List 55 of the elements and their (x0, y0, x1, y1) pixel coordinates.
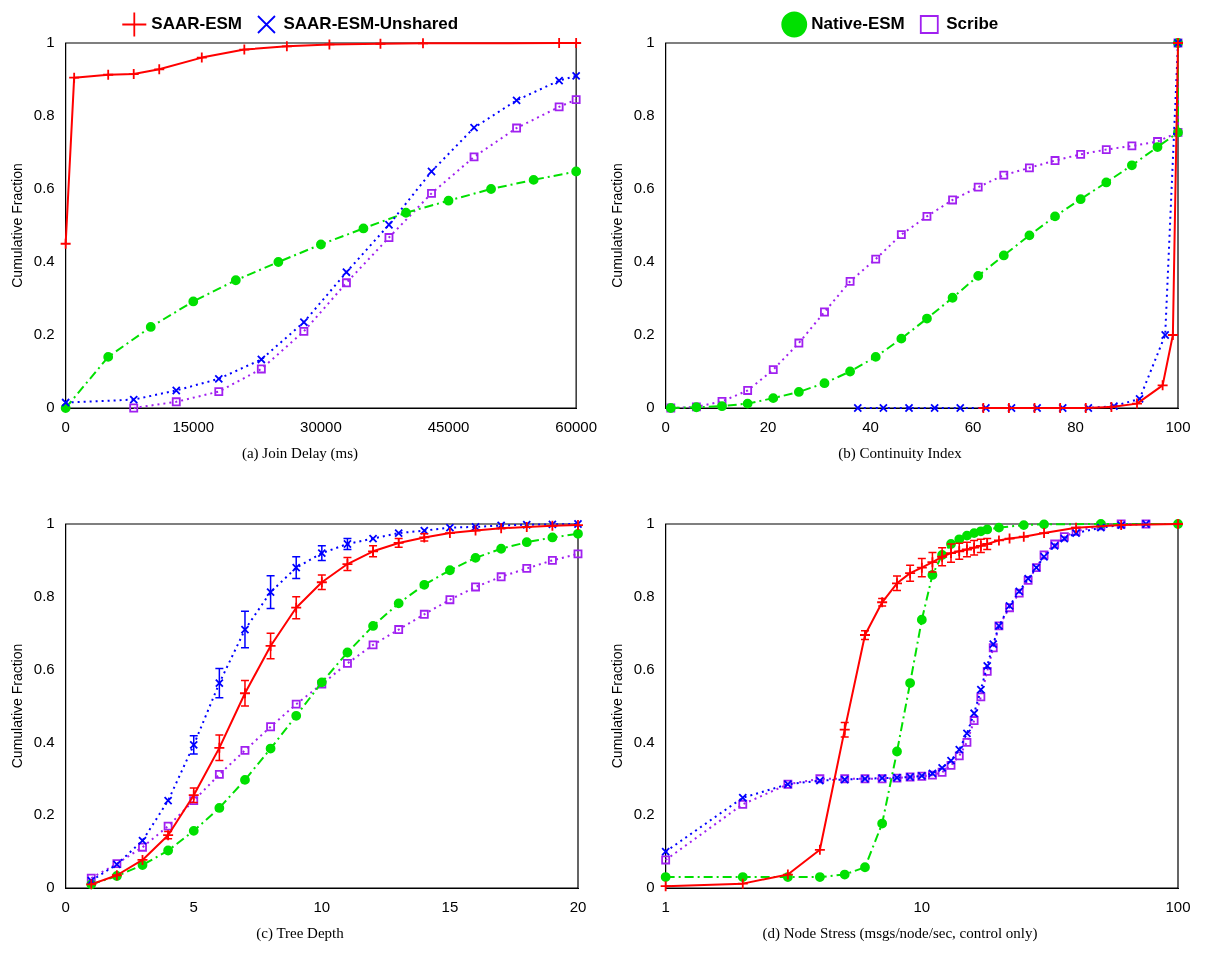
y-tick-label: 1 (646, 33, 655, 51)
x-tick-label: 60 (964, 418, 982, 436)
y-tick-label: 0.8 (633, 586, 655, 604)
legend-label: SAAR-ESM-Unshared (283, 14, 459, 34)
x-tick-label: 40 (862, 418, 879, 436)
y-tick-label: 0.2 (33, 325, 55, 343)
y-tick-label: 0.8 (33, 106, 55, 124)
x-tick-label: 10 (313, 898, 331, 916)
y-axis-title: Cumulative Fraction (609, 643, 626, 769)
x-tick-label: 20 (569, 898, 587, 916)
y-tick-label: 0 (46, 878, 55, 896)
y-tick-label: 0.2 (633, 805, 655, 823)
y-tick-label: 0.8 (633, 106, 655, 124)
x-axis-title: (c) Tree Depth (255, 925, 345, 942)
y-tick-label: 0.4 (33, 252, 55, 270)
x-axis-title: (b) Continuity Index (837, 445, 963, 462)
y-axis-title: Cumulative Fraction (609, 163, 626, 288)
x-tick-label: 20 (759, 418, 777, 436)
x-tick-label: 100 (1165, 898, 1191, 916)
x-tick-label: 100 (1165, 418, 1191, 436)
legend-label: SAAR-ESM (151, 14, 242, 34)
y-tick-label: 0.6 (633, 179, 655, 197)
x-tick-label: 5 (189, 898, 198, 916)
y-tick-label: 0.4 (33, 732, 55, 750)
x-tick-label: 10 (913, 898, 931, 916)
y-tick-label: 0 (646, 878, 655, 896)
y-tick-label: 0.6 (33, 659, 55, 677)
x-tick-label: 0 (61, 418, 70, 436)
y-tick-label: 1 (46, 33, 55, 51)
x-axis-title: (d) Node Stress (msgs/node/sec, control only) (761, 925, 1039, 942)
y-tick-label: 0.2 (33, 805, 55, 823)
y-tick-label: 0 (46, 398, 55, 416)
x-tick-label: 1 (661, 898, 670, 916)
x-tick-label: 45000 (427, 418, 470, 436)
y-tick-label: 0.4 (633, 252, 655, 270)
y-tick-label: 0.2 (633, 325, 655, 343)
x-tick-label: 60000 (555, 418, 597, 436)
y-tick-label: 0.6 (33, 179, 55, 197)
x-tick-label: 0 (61, 898, 70, 916)
y-tick-label: 0 (646, 398, 655, 416)
y-axis-title: Cumulative Fraction (9, 163, 26, 288)
y-tick-label: 1 (646, 514, 655, 532)
x-axis-title: (a) Join Delay (ms) (240, 445, 360, 462)
y-tick-label: 0.8 (33, 586, 55, 604)
y-tick-label: 1 (46, 514, 55, 532)
y-tick-label: 0.6 (633, 659, 655, 677)
legend-label: Native-ESM (811, 14, 905, 34)
x-tick-label: 0 (661, 418, 670, 436)
x-tick-label: 30000 (300, 418, 342, 436)
y-axis-title: Cumulative Fraction (9, 643, 26, 769)
x-tick-label: 15000 (172, 418, 215, 436)
y-tick-label: 0.4 (633, 732, 655, 750)
x-tick-label: 15 (441, 898, 459, 916)
x-tick-label: 80 (1067, 418, 1084, 436)
legend-label: Scribe (946, 14, 999, 34)
